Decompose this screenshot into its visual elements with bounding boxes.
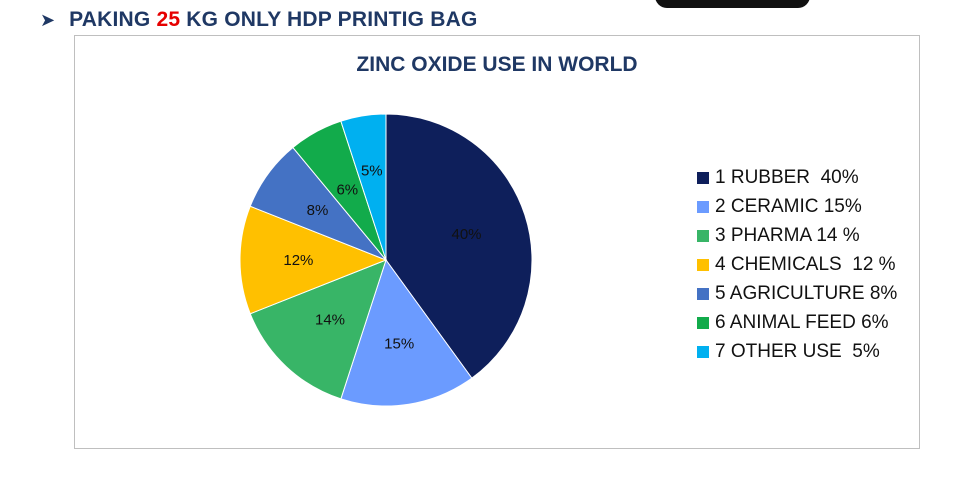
chart-legend: 1 RUBBER 40% 2 CERAMIC 15% 3 PHARMA 14 % 4 … bbox=[697, 163, 897, 366]
arrow-right-icon: ➤ bbox=[40, 10, 56, 30]
legend-swatch bbox=[697, 287, 709, 300]
legend-swatch bbox=[697, 316, 709, 329]
pie-slice-2 bbox=[340, 258, 473, 407]
pie-slice-3 bbox=[249, 259, 387, 400]
legend-item-7: 7 OTHER USE 5% bbox=[697, 337, 897, 366]
slice-label-4: 12% bbox=[283, 252, 313, 269]
legend-swatch bbox=[697, 258, 709, 271]
chart-title: ZINC OXIDE USE IN WORLD bbox=[356, 53, 638, 76]
legend-label: 4 CHEMICALS 12 % bbox=[715, 253, 896, 275]
pie-slice-1 bbox=[385, 113, 533, 379]
legend-swatch bbox=[697, 229, 709, 242]
slice-label-1: 40% bbox=[451, 226, 481, 243]
legend-label: 6 ANIMAL FEED 6% bbox=[715, 311, 889, 333]
heading-highlight: 25 bbox=[156, 8, 181, 31]
legend-item-6: 6 ANIMAL FEED 6% bbox=[697, 308, 897, 337]
legend-item-1: 1 RUBBER 40% bbox=[697, 163, 897, 192]
slice-label-5: 8% bbox=[307, 202, 329, 219]
page-header: ➤ PAKING 25 KG ONLY HDP PRINTIG BAG bbox=[40, 6, 478, 34]
legend-label: 7 OTHER USE 5% bbox=[715, 340, 880, 362]
legend-swatch bbox=[697, 200, 709, 213]
legend-item-3: 3 PHARMA 14 % bbox=[697, 221, 897, 250]
legend-label: 5 AGRICULTURE 8% bbox=[715, 282, 898, 304]
slice-label-2: 15% bbox=[384, 336, 414, 353]
legend-item-2: 2 CERAMIC 15% bbox=[697, 192, 897, 221]
legend-swatch bbox=[697, 171, 709, 184]
legend-item-4: 4 CHEMICALS 12 % bbox=[697, 250, 897, 279]
heading-prefix: PAKING bbox=[69, 8, 157, 31]
legend-swatch bbox=[697, 345, 709, 358]
pie-slice-7 bbox=[340, 113, 387, 261]
slice-label-6: 6% bbox=[336, 182, 358, 199]
slice-label-7: 5% bbox=[361, 163, 383, 180]
chart-container: ZINC OXIDE USE IN WORLD 40% 15% 14% 12% 8% 6%… bbox=[74, 35, 920, 449]
page-heading: PAKING 25 KG ONLY HDP PRINTIG BAG bbox=[69, 8, 477, 32]
legend-label: 1 RUBBER 40% bbox=[715, 166, 859, 188]
pie-chart: 40% 15% 14% 12% 8% 6%5% bbox=[239, 113, 533, 407]
slice-label-3: 14% bbox=[315, 312, 345, 329]
legend-label: 2 CERAMIC 15% bbox=[715, 195, 862, 217]
pie-slice-4 bbox=[239, 205, 388, 315]
top-decoration bbox=[655, 0, 810, 8]
heading-suffix: KG ONLY HDP PRINTIG BAG bbox=[180, 8, 478, 31]
legend-item-5: 5 AGRICULTURE 8% bbox=[697, 279, 897, 308]
legend-label: 3 PHARMA 14 % bbox=[715, 224, 860, 246]
